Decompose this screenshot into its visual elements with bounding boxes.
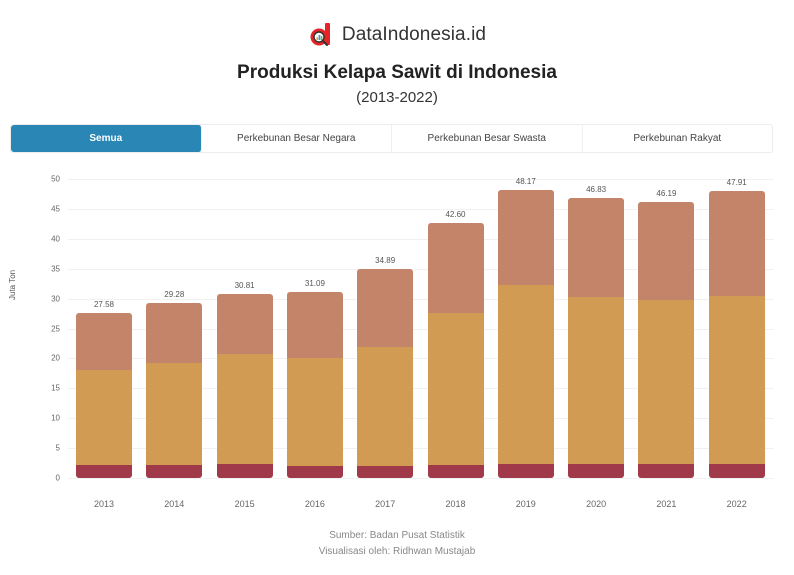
bar-2020[interactable] <box>568 197 625 478</box>
bar-segment-negara[interactable] <box>286 466 343 478</box>
bar-segment-rakyat[interactable] <box>638 201 695 300</box>
source-note: Sumber: Badan Pusat Statistik <box>329 530 465 541</box>
bar-segment-rakyat[interactable] <box>568 197 625 297</box>
y-tick-label: 0 <box>55 473 60 483</box>
bar-segment-rakyat[interactable] <box>497 189 554 285</box>
bar-segment-negara[interactable] <box>497 464 554 478</box>
bar-segment-swasta[interactable] <box>708 296 765 464</box>
x-tick-label: 2020 <box>586 499 607 509</box>
gridline <box>68 328 774 330</box>
bar-2019[interactable] <box>497 189 554 478</box>
bar-segment-rakyat[interactable] <box>146 302 203 364</box>
bar-2015[interactable] <box>216 293 273 478</box>
y-tick-label: 5 <box>55 443 60 453</box>
bar-segment-negara[interactable] <box>708 463 765 478</box>
category-tabs: Semua Perkebunan Besar Negara Perkebunan… <box>10 124 773 153</box>
bar-segment-rakyat[interactable] <box>76 313 132 371</box>
chart-subtitle: (2013-2022) <box>356 89 438 106</box>
y-tick-label: 15 <box>51 383 60 393</box>
x-tick-label: 2018 <box>445 499 466 509</box>
bar-2022[interactable] <box>708 191 765 478</box>
gridline <box>68 238 774 240</box>
x-tick-label: 2021 <box>656 499 677 509</box>
gridline <box>68 179 774 180</box>
brand-name: DataIndonesia.id <box>341 24 487 45</box>
bar-segment-negara[interactable] <box>76 465 132 478</box>
tab-perkebunan-besar-negara[interactable]: Perkebunan Besar Negara <box>202 125 392 152</box>
gridline <box>68 388 774 390</box>
bar-2018[interactable] <box>427 223 484 478</box>
bar-segment-swasta[interactable] <box>568 296 625 464</box>
y-tick-label: 35 <box>51 264 60 274</box>
y-tick-label: 10 <box>51 413 60 423</box>
x-tick-label: 2014 <box>164 499 185 509</box>
bar-total-label: 47.91 <box>726 178 747 188</box>
chart-title: Produksi Kelapa Sawit di Indonesia <box>237 62 557 83</box>
magnifier-d-logo-icon <box>308 22 334 48</box>
bar-segment-negara[interactable] <box>357 465 414 478</box>
bar-segment-rakyat[interactable] <box>216 293 273 354</box>
bar-segment-negara[interactable] <box>638 464 695 478</box>
x-tick-label: 2015 <box>234 499 255 509</box>
y-tick-label: 40 <box>51 234 60 244</box>
tab-perkebunan-besar-swasta[interactable]: Perkebunan Besar Swasta <box>392 125 583 152</box>
x-tick-label: 2019 <box>515 499 536 509</box>
bar-segment-swasta[interactable] <box>497 284 554 465</box>
bar-segment-swasta[interactable] <box>427 312 484 465</box>
x-tick-label: 2016 <box>304 499 325 509</box>
bar-segment-negara[interactable] <box>568 463 625 478</box>
bar-total-label: 31.09 <box>304 279 325 289</box>
bar-2013[interactable] <box>76 313 132 478</box>
bar-total-label: 42.60 <box>445 210 466 220</box>
x-tick-label: 2013 <box>93 499 115 509</box>
x-tick-label: 2017 <box>375 499 396 509</box>
bar-segment-negara[interactable] <box>216 464 273 478</box>
bar-total-label: 46.19 <box>656 188 677 198</box>
y-tick-label: 25 <box>51 324 60 333</box>
bar-2021[interactable] <box>638 201 695 478</box>
gridline <box>68 418 774 420</box>
credit-note: Visualisasi oleh: Ridhwan Mustajab <box>318 546 476 557</box>
bar-total-label: 29.28 <box>164 289 185 299</box>
brand-header: DataIndonesia.id <box>0 20 794 50</box>
y-tick-label: 50 <box>51 174 60 184</box>
bar-segment-swasta[interactable] <box>638 299 695 465</box>
gridline <box>68 208 774 210</box>
bar-2017[interactable] <box>357 269 414 478</box>
tab-semua[interactable]: Semua <box>11 125 202 152</box>
bar-segment-swasta[interactable] <box>146 363 203 465</box>
bar-segment-rakyat[interactable] <box>286 292 343 359</box>
gridline <box>68 358 774 360</box>
gridline <box>68 298 774 300</box>
bar-2016[interactable] <box>286 292 343 478</box>
bar-segment-swasta[interactable] <box>216 353 273 465</box>
bar-total-label: 30.81 <box>234 280 255 290</box>
bar-segment-rakyat[interactable] <box>708 191 765 297</box>
y-tick-label: 20 <box>51 353 60 363</box>
bar-segment-swasta[interactable] <box>76 370 132 466</box>
gridline <box>68 478 774 479</box>
gridline <box>68 448 774 450</box>
bar-total-label: 27.58 <box>93 300 115 310</box>
y-axis-label: Juta Ton <box>8 269 17 300</box>
bar-2014[interactable] <box>146 302 203 478</box>
bar-total-label: 34.89 <box>375 256 396 266</box>
y-tick-label: 30 <box>51 294 60 304</box>
bar-segment-negara[interactable] <box>146 464 203 478</box>
bar-total-label: 46.83 <box>586 184 607 194</box>
bar-segment-rakyat[interactable] <box>427 223 484 313</box>
bar-total-label: 48.17 <box>515 176 536 186</box>
x-tick-label: 2022 <box>726 499 747 509</box>
bar-segment-rakyat[interactable] <box>357 269 414 348</box>
y-tick-label: 45 <box>51 204 60 214</box>
tab-perkebunan-rakyat[interactable]: Perkebunan Rakyat <box>633 133 722 144</box>
bar-segment-negara[interactable] <box>427 464 484 478</box>
bar-segment-swasta[interactable] <box>286 358 343 467</box>
gridline <box>68 268 774 270</box>
bar-segment-swasta[interactable] <box>357 347 414 466</box>
